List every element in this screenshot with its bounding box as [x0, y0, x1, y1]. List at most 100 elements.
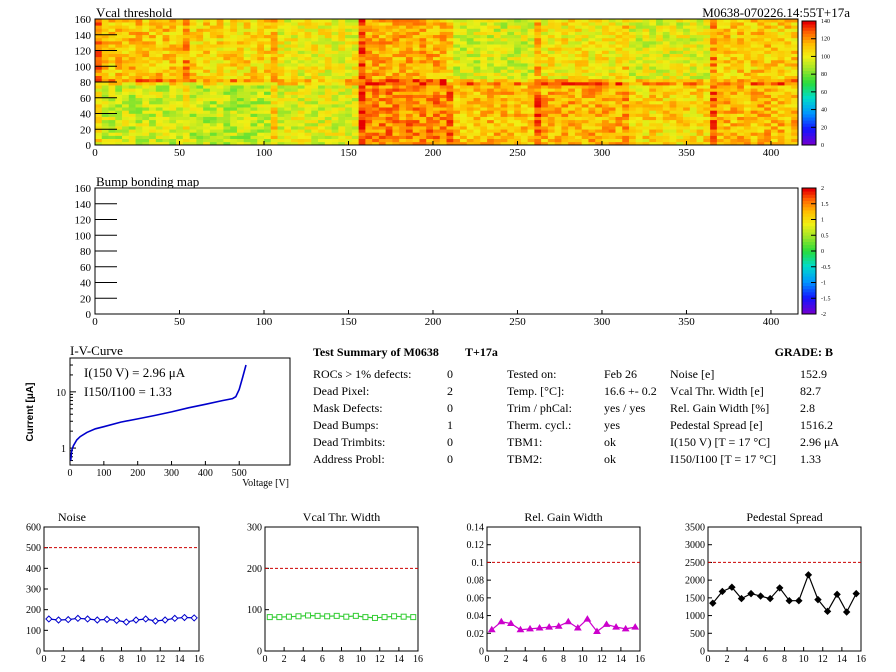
- vcal-threshold-cell: [568, 97, 576, 102]
- vcal-threshold-cell: [122, 47, 130, 51]
- vcal-threshold-cell: [764, 19, 772, 23]
- vcal-threshold-cell: [629, 141, 637, 146]
- vcal-threshold-cell: [189, 107, 197, 111]
- vcal-threshold-cell: [169, 132, 177, 136]
- vcal-threshold-cell: [642, 19, 650, 23]
- vcal-threshold-cell: [737, 110, 745, 114]
- vcal-threshold-cell: [547, 78, 555, 83]
- vcal-threshold-cell: [439, 25, 447, 29]
- vcal-threshold-cell: [270, 75, 278, 80]
- vcal-threshold-cell: [372, 63, 380, 67]
- vcal-threshold-cell: [122, 22, 130, 26]
- vcal-threshold-cell: [196, 94, 204, 99]
- vcal-threshold-cell: [750, 110, 758, 114]
- vcal-threshold-cell: [236, 94, 245, 99]
- vcal-threshold-cell: [534, 122, 542, 127]
- vcal-threshold-cell: [338, 31, 346, 36]
- vcal-threshold-cell: [378, 119, 386, 124]
- vcal-threshold-cell: [284, 63, 292, 67]
- vcal-threshold-cell: [595, 34, 603, 39]
- vcal-threshold-cell: [405, 104, 413, 108]
- vcal-threshold-cell: [696, 129, 704, 133]
- vcal-threshold-cell: [595, 41, 603, 45]
- vcal-threshold-cell: [250, 66, 258, 70]
- vcal-threshold-cell: [608, 91, 616, 95]
- vcal-threshold-cell: [770, 85, 779, 89]
- vcal-threshold-cell: [358, 132, 366, 136]
- vcal-threshold-cell: [365, 97, 373, 102]
- vcal-threshold-cell: [770, 135, 779, 139]
- vcal-threshold-cell: [432, 132, 441, 136]
- vcal-threshold-cell: [324, 138, 332, 143]
- vcal-threshold-cell: [723, 135, 731, 139]
- vcal-threshold-cell: [365, 34, 373, 39]
- vcal-threshold-cell: [649, 19, 657, 23]
- vcal-threshold-cell: [473, 37, 481, 42]
- vcal-threshold-cell: [534, 41, 542, 45]
- vcal-threshold-cell: [284, 94, 292, 99]
- vcal-threshold-cell: [493, 50, 501, 54]
- vcal-threshold-cell: [764, 72, 772, 76]
- vcal-threshold-cell: [568, 22, 576, 26]
- vcal-threshold-cell: [514, 56, 522, 61]
- vcal-threshold-cell: [520, 113, 528, 117]
- vcal-threshold-cell: [304, 72, 312, 76]
- vcal-threshold-cell: [250, 122, 258, 127]
- vcal-colorbar-frame: [801, 20, 817, 146]
- vcal-threshold-cell: [649, 135, 657, 139]
- vcal-threshold-cell: [182, 141, 190, 146]
- vcal-colorbar-tick-label: 120: [821, 37, 830, 43]
- vcal-threshold-cell: [547, 41, 555, 45]
- vcal-threshold-cell: [128, 75, 136, 80]
- vcal-threshold-cell: [115, 126, 123, 130]
- vcal-threshold-cell: [743, 94, 751, 99]
- vcal-threshold-cell: [149, 47, 157, 51]
- vcal-threshold-cell: [547, 31, 555, 36]
- vcal-threshold-cell: [270, 47, 278, 51]
- vcal-threshold-cell: [372, 78, 380, 83]
- vcal-colorbar-cell: [802, 132, 816, 137]
- vcal-threshold-cell: [142, 28, 150, 32]
- vcal-threshold-cell: [574, 37, 582, 42]
- vcal-threshold-cell: [216, 91, 224, 95]
- vcal-threshold-cell: [696, 37, 704, 42]
- vcal-threshold-cell: [263, 122, 272, 127]
- vcal-threshold-cell: [176, 116, 184, 121]
- vcal-threshold-cell: [209, 47, 217, 51]
- vcal-threshold-cell: [649, 63, 657, 67]
- vcal-threshold-cell: [338, 34, 346, 39]
- vcal-threshold-cell: [750, 129, 758, 133]
- vcal-threshold-cell: [270, 41, 278, 45]
- noise-x-tick-label: 10: [136, 654, 146, 665]
- vcal-threshold-cell: [750, 28, 758, 32]
- vcal-threshold-cell: [243, 72, 251, 76]
- vcal-threshold-cell: [203, 113, 211, 117]
- vcal-threshold-cell: [473, 91, 481, 95]
- vcal-threshold-cell: [182, 50, 190, 54]
- vcal-threshold-cell: [385, 34, 393, 39]
- vcal-threshold-cell: [419, 100, 427, 105]
- vcal-threshold-cell: [155, 53, 163, 58]
- vcal-threshold-cell: [588, 59, 596, 64]
- vcal-threshold-cell: [149, 104, 157, 108]
- vcal-threshold-cell: [209, 72, 217, 76]
- vcal-threshold-cell: [142, 37, 150, 42]
- vcal-threshold-cell: [311, 104, 319, 108]
- vcal-threshold-cell: [656, 141, 664, 146]
- vcal-threshold-cell: [270, 44, 278, 48]
- vcal-threshold-cell: [189, 75, 197, 80]
- vcal-threshold-cell: [257, 107, 265, 111]
- vcal-threshold-cell: [635, 141, 643, 146]
- vcal-threshold-cell: [338, 85, 346, 89]
- vcal-threshold-cell: [297, 135, 305, 139]
- vcal-threshold-cell: [554, 47, 562, 51]
- vcal-threshold-cell: [135, 19, 143, 23]
- vcal-threshold-cell: [149, 37, 157, 42]
- vcal-threshold-cell: [324, 97, 332, 102]
- summary-grade: GRADE: B: [775, 345, 833, 359]
- vcal-threshold-cell: [399, 34, 407, 39]
- vcal-threshold-cell: [561, 100, 569, 105]
- vcal-threshold-cell: [574, 59, 582, 64]
- vcal-threshold-cell: [453, 56, 461, 61]
- vcal-threshold-cell: [378, 78, 386, 83]
